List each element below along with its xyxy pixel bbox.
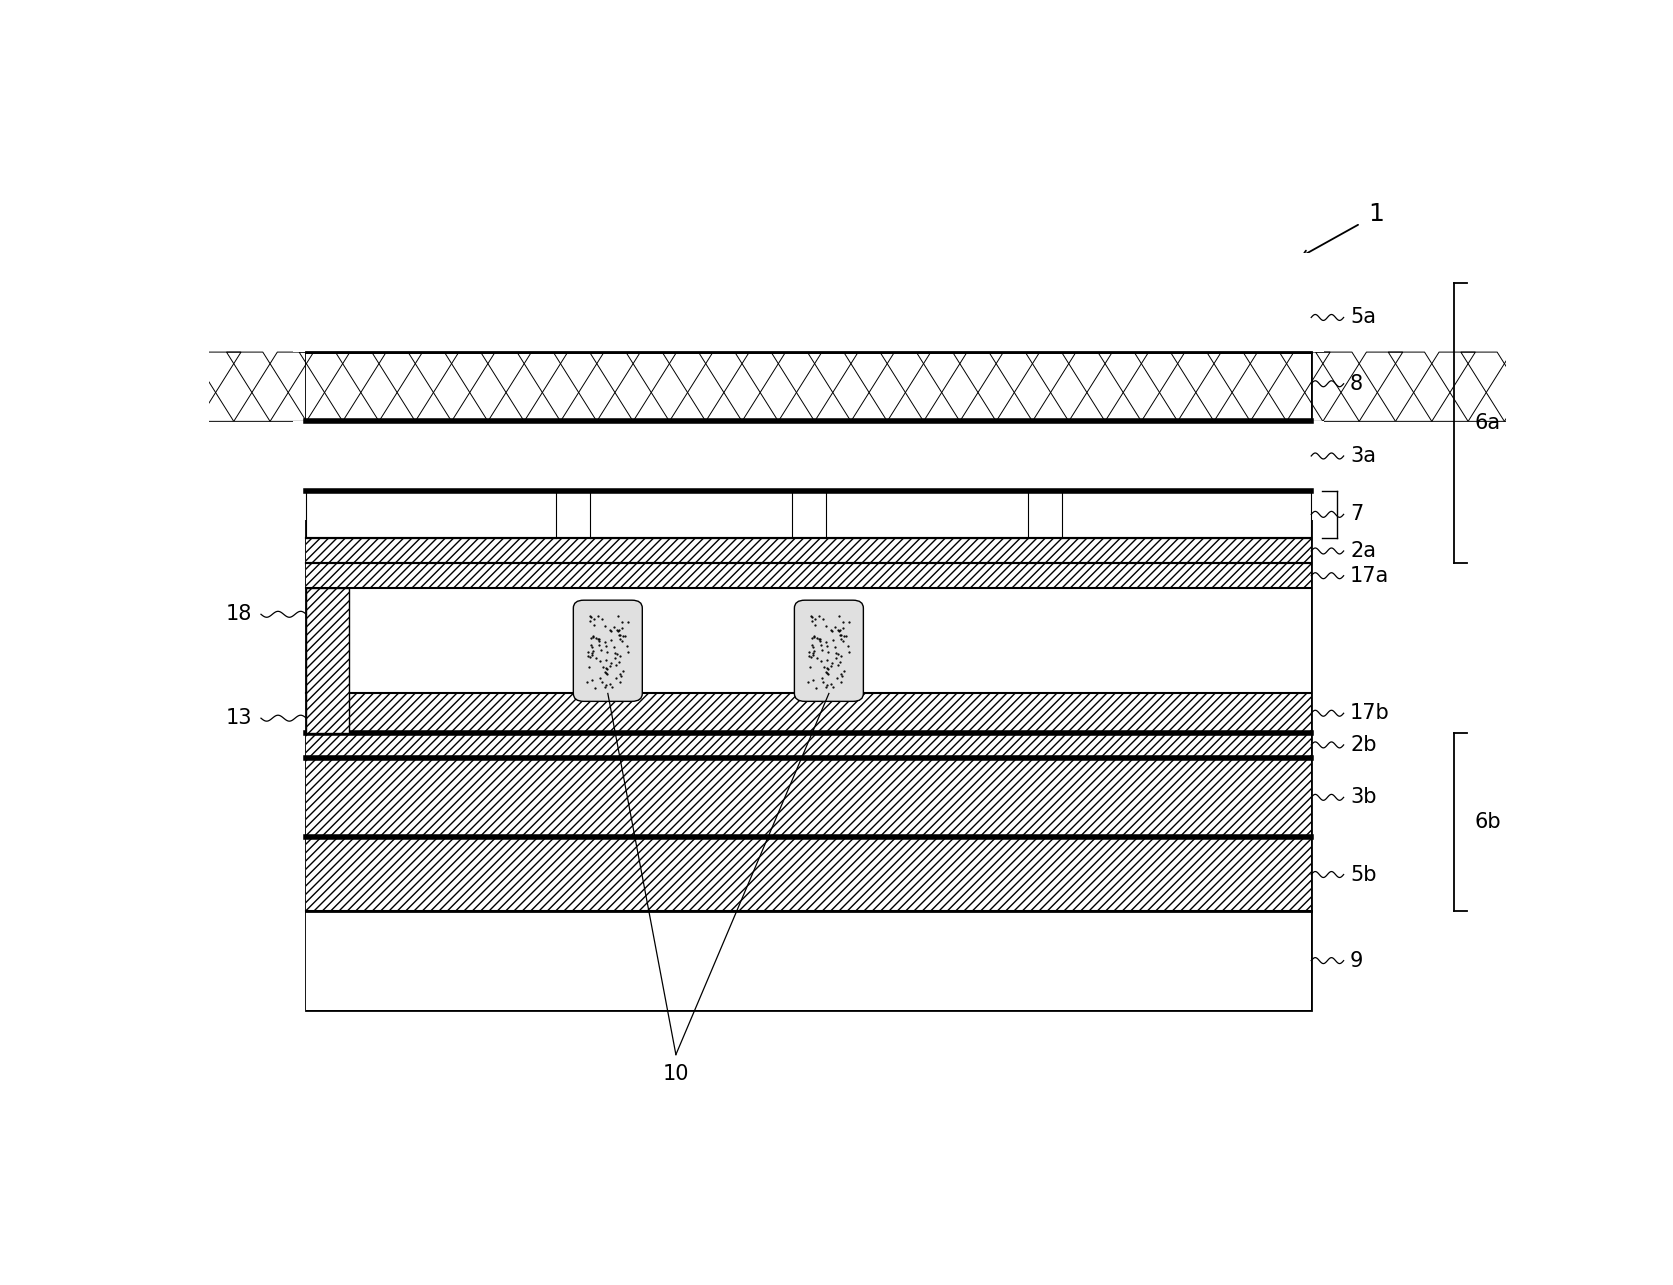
- Text: 17a: 17a: [1350, 565, 1389, 586]
- Bar: [306, 563, 1312, 587]
- Bar: [306, 283, 1312, 352]
- Text: 6a: 6a: [1474, 412, 1501, 433]
- Bar: [306, 911, 1312, 1010]
- Bar: [306, 491, 1312, 538]
- Text: 5a: 5a: [1350, 307, 1377, 328]
- Bar: [306, 837, 1312, 911]
- Text: 13: 13: [226, 708, 253, 729]
- Text: 9: 9: [1350, 951, 1363, 970]
- Text: 2b: 2b: [1350, 735, 1377, 754]
- Bar: [306, 732, 1312, 758]
- FancyBboxPatch shape: [795, 600, 863, 702]
- Bar: [306, 421, 1312, 491]
- Text: 18: 18: [226, 604, 253, 625]
- Bar: [306, 758, 1312, 837]
- Text: 8: 8: [1350, 374, 1363, 393]
- Text: 10: 10: [663, 1064, 689, 1085]
- Bar: [306, 283, 1312, 1010]
- Bar: [306, 352, 1312, 421]
- Text: 3b: 3b: [1350, 788, 1377, 807]
- Text: 5b: 5b: [1350, 865, 1377, 884]
- Text: 6b: 6b: [1474, 812, 1501, 833]
- Text: 7: 7: [1350, 504, 1363, 524]
- Bar: [293, 253, 1325, 352]
- Bar: [306, 587, 348, 732]
- Bar: [591, 491, 791, 538]
- Bar: [306, 694, 1312, 732]
- Bar: [306, 491, 555, 538]
- Bar: [306, 538, 1312, 563]
- Bar: [306, 587, 1312, 694]
- Bar: [826, 491, 1027, 538]
- FancyBboxPatch shape: [574, 600, 642, 702]
- Text: 1: 1: [1369, 202, 1384, 226]
- Bar: [1062, 491, 1312, 538]
- Bar: [293, 421, 1325, 520]
- Text: 3a: 3a: [1350, 446, 1377, 466]
- Text: 2a: 2a: [1350, 541, 1377, 562]
- Text: 17b: 17b: [1350, 703, 1390, 723]
